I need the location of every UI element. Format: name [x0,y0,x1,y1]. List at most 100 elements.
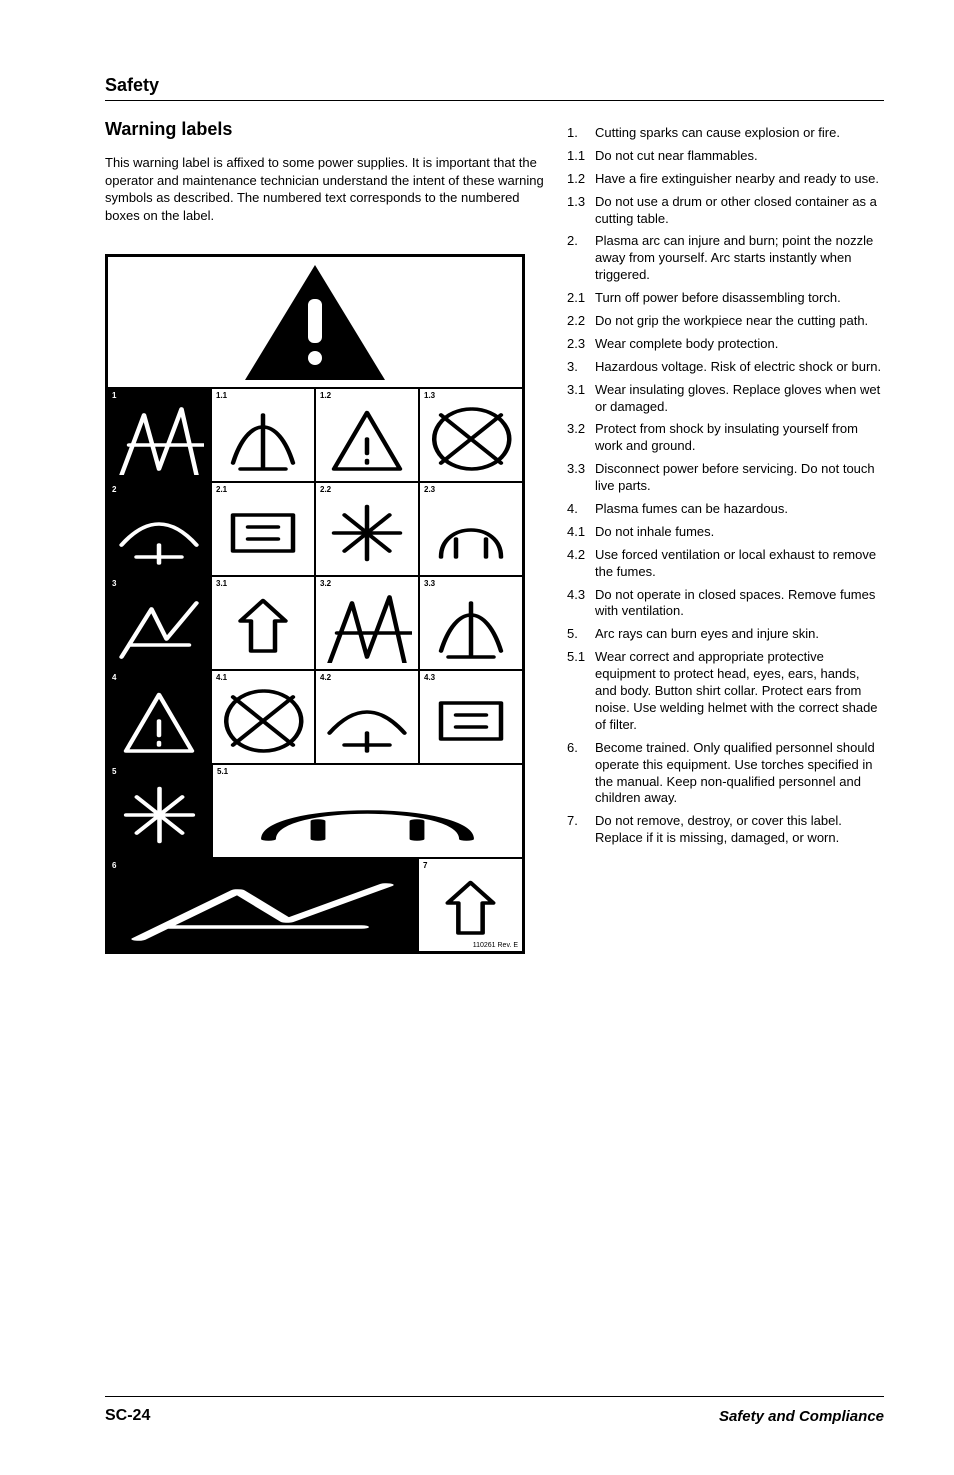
figure-cell-number: 5.1 [216,767,229,776]
figure-cell: 2.1 [212,483,316,575]
warning-item: 4.2Use forced ventilation or local exhau… [567,547,884,581]
warning-item-text: Use forced ventilation or local exhaust … [595,547,884,581]
warning-item: 5.1Wear correct and appropriate protecti… [567,649,884,733]
figure-cell: 4.3 [420,671,522,763]
warning-item-text: Wear insulating gloves. Replace gloves w… [595,382,884,416]
figure-cell-number: 3 [111,579,117,588]
warning-item-number: 4.3 [567,587,595,621]
pictogram-icon [114,591,204,663]
warning-item-text: Hazardous voltage. Risk of electric shoc… [595,359,884,376]
right-column: 1.Cutting sparks can cause explosion or … [567,119,884,1396]
figure-row: 22.12.22.3 [108,483,522,577]
figure-cell-number: 7 [422,861,428,870]
figure-row: 1 1.1 1.2 1.3 [108,389,522,483]
warning-item: 1.2Have a fire extinguisher nearby and r… [567,171,884,188]
warning-item-text: Disconnect power before servicing. Do no… [595,461,884,495]
figure-cell: 4.1 [212,671,316,763]
warning-item: 2.2Do not grip the workpiece near the cu… [567,313,884,330]
pictogram-icon [322,591,412,663]
left-column: Warning labels This warning label is aff… [105,119,545,1396]
figure-cell-number: 5 [111,767,117,776]
figure-cell: 3 [108,577,212,669]
warning-item-text: Wear correct and appropriate protective … [595,649,884,733]
warning-item-number: 1.3 [567,194,595,228]
warning-item-text: Do not grip the workpiece near the cutti… [595,313,884,330]
pictogram-icon [114,779,205,851]
figure-cell-number: 6 [111,861,117,870]
figure-row: 33.13.23.3 [108,577,522,671]
warning-item-number: 2. [567,233,595,284]
warning-item-text: Turn off power before disassembling torc… [595,290,884,307]
warning-item: 6.Become trained. Only qualified personn… [567,740,884,808]
warning-item: 4.Plasma fumes can be hazardous. [567,501,884,518]
warning-item-text: Do not inhale fumes. [595,524,884,541]
figure-cell: 4 [108,671,212,763]
warning-item-text: Have a fire extinguisher nearby and read… [595,171,884,188]
figure-cell: 3.1 [212,577,316,669]
warning-item-text: Cutting sparks can cause explosion or fi… [595,125,884,142]
figure-cell-number: 3.3 [423,579,436,588]
figure-cell: 5 [108,765,213,857]
warning-item: 1.1Do not cut near flammables. [567,148,884,165]
warning-item: 3.1Wear insulating gloves. Replace glove… [567,382,884,416]
figure-cell-number: 4.3 [423,673,436,682]
figure-cell: 6 [108,859,419,951]
warning-item: 1.Cutting sparks can cause explosion or … [567,125,884,142]
figure-header [108,257,522,389]
warning-item: 2.3Wear complete body protection. [567,336,884,353]
figure-cell: 2.2 [316,483,420,575]
figure-cell: 1.1 [212,389,316,481]
warning-item-number: 5.1 [567,649,595,733]
figure-cell-number: 1.2 [319,391,332,400]
pictogram-icon [426,497,516,569]
warning-item-text: Do not cut near flammables. [595,148,884,165]
warning-item-number: 2.3 [567,336,595,353]
figure-cell: 1 [108,389,212,481]
warning-item: 5.Arc rays can burn eyes and injure skin… [567,626,884,643]
pictogram-icon [218,497,308,569]
figure-cell: 5.1 [213,765,522,857]
content-columns: Warning labels This warning label is aff… [105,119,884,1396]
intro-paragraph: This warning label is affixed to some po… [105,154,545,224]
warning-item-text: Plasma fumes can be hazardous. [595,501,884,518]
warning-item: 2.Plasma arc can injure and burn; point … [567,233,884,284]
warning-item: 2.1Turn off power before disassembling t… [567,290,884,307]
figure-cell: 2 [108,483,212,575]
warning-item-text: Plasma arc can injure and burn; point th… [595,233,884,284]
warning-item-text: Wear complete body protection. [595,336,884,353]
page-footer: SC-24 Safety and Compliance [105,1396,884,1425]
warning-item-number: 1.1 [567,148,595,165]
warning-item-text: Arc rays can burn eyes and injure skin. [595,626,884,643]
warning-item-number: 3.1 [567,382,595,416]
figure-cell: 1.3 [420,389,522,481]
pictogram-icon [322,497,412,569]
pictogram-icon [426,685,516,757]
figure-cell: 2.3 [420,483,522,575]
figure-cell-number: 4.1 [215,673,228,682]
pictogram-icon [426,591,516,663]
warning-item: 3.Hazardous voltage. Risk of electric sh… [567,359,884,376]
figure-cell-number: 4 [111,673,117,682]
pictogram-icon [114,497,204,569]
warning-item-number: 2.1 [567,290,595,307]
heading: Warning labels [105,119,545,140]
doc-title: Safety and Compliance [719,1408,884,1425]
figure-cell-number: 1.3 [423,391,436,400]
figure-row: 55.1 [108,765,522,859]
pictogram-icon [218,403,308,475]
page-number: SC-24 [105,1407,150,1425]
warning-item-text: Do not operate in closed spaces. Remove … [595,587,884,621]
warning-item: 4.1Do not inhale fumes. [567,524,884,541]
exclamation-dot [308,351,322,365]
warning-item-number: 1.2 [567,171,595,188]
warning-items-list: 1.Cutting sparks can cause explosion or … [567,125,884,847]
pictogram-icon [114,685,204,757]
figure-row: 44.14.24.3 [108,671,522,765]
figure-cell: 7110261 Rev. E [419,859,522,951]
pictogram-icon [426,403,516,475]
warning-item-text: Protect from shock by insulating yoursel… [595,421,884,455]
pictogram-icon [322,403,412,475]
figure-cell-number: 1.1 [215,391,228,400]
figure-cell-number: 1 [111,391,117,400]
warning-item: 4.3Do not operate in closed spaces. Remo… [567,587,884,621]
